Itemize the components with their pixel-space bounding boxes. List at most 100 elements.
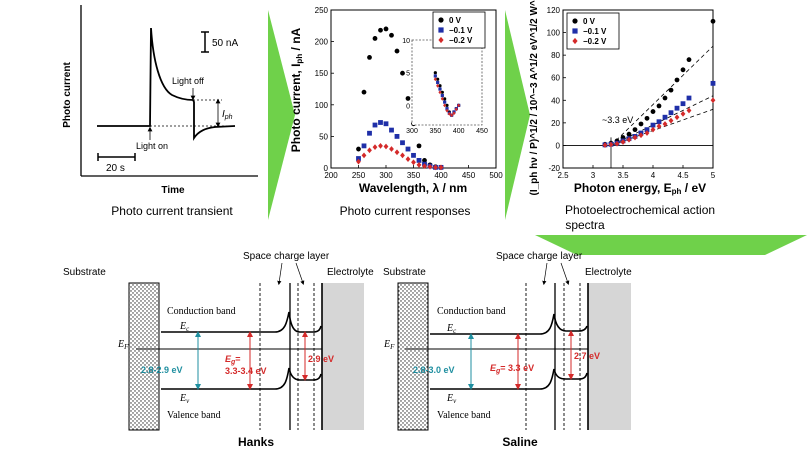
transient-panel: Photo current Time Iph 50 nA Light off L…: [62, 5, 258, 218]
response-point: [394, 149, 400, 156]
response-point: [405, 146, 411, 152]
ef-label: EF: [117, 339, 129, 351]
inset-point: [445, 103, 449, 107]
action-annotation: ~3.3 eV: [602, 115, 633, 125]
inset-point: [457, 103, 461, 108]
inset-point: [443, 103, 447, 108]
transient-curve: [97, 27, 236, 141]
action-point: [620, 139, 626, 145]
action-plot-frame: [562, 9, 714, 169]
substrate-label: Substrate: [63, 267, 106, 278]
action-point: [680, 110, 686, 117]
response-point: [405, 96, 411, 101]
y-tick-label: 150: [315, 69, 329, 78]
action-point: [710, 18, 716, 24]
legend-marker: [438, 17, 444, 23]
responses-xlabel: Wavelength, λ / nm: [359, 181, 467, 195]
ev-label: Ev: [179, 393, 190, 405]
action-point: [686, 95, 692, 101]
band-diagram-title: Hanks: [238, 435, 274, 449]
fit-line: [610, 45, 714, 146]
inset-point: [436, 77, 440, 81]
band-diagram-title: Saline: [502, 435, 538, 449]
response-point: [372, 36, 378, 41]
response-point: [361, 152, 367, 159]
action-point: [662, 95, 668, 101]
x-tick-label: 5: [711, 171, 716, 180]
y-tick-label: 40: [551, 96, 560, 105]
responses-ylabel: Photo current, Iph / nA: [289, 27, 304, 152]
gap-right-label: 2.9 eV: [308, 354, 334, 364]
time-scale-label: 20 s: [106, 163, 125, 174]
iph-label: Iph: [222, 109, 233, 121]
band-diagram-hanks: Substrate Space charge layer Electrolyte…: [63, 251, 374, 449]
action-point: [668, 87, 674, 93]
response-point: [372, 122, 378, 128]
x-tick-label: 450: [462, 171, 476, 180]
substrate-label: Substrate: [383, 267, 426, 278]
x-tick-label: 250: [352, 171, 366, 180]
inset-point: [440, 90, 444, 94]
inset-point: [440, 96, 444, 101]
x-tick-label: 500: [489, 171, 503, 180]
response-point: [383, 121, 389, 127]
inset-point: [445, 107, 449, 111]
inset-point: [436, 83, 440, 88]
response-point: [422, 158, 427, 163]
ev-label: Ev: [446, 393, 457, 405]
inset-y-tick-label: 5: [406, 71, 410, 78]
x-tick-label: 4.5: [677, 171, 689, 180]
response-point: [400, 152, 405, 159]
y-tick-label: -20: [548, 164, 560, 173]
responses-legend: 0 V−0.1 V−0.2 V: [432, 11, 486, 49]
action-point: [674, 77, 680, 83]
response-point: [378, 27, 383, 33]
conduction-band-label: Conduction band: [437, 306, 506, 317]
inset-point: [433, 74, 437, 78]
substrate-block: [128, 282, 160, 431]
action-point: [656, 119, 662, 125]
action-point: [644, 115, 650, 121]
legend-marker: [572, 37, 578, 45]
response-point: [383, 143, 389, 150]
response-point: [356, 146, 361, 152]
legend-marker: [438, 36, 444, 44]
action-point: [602, 142, 608, 148]
transient-caption: Photo current transient: [111, 204, 233, 218]
transient-ylabel: Photo current: [62, 62, 73, 128]
inset-point: [443, 100, 447, 104]
response-point: [367, 130, 372, 136]
inset-x-tick-label: 300: [406, 128, 418, 135]
conduction-band-label: Conduction band: [167, 306, 236, 317]
inset-y-tick-label: 10: [402, 38, 410, 45]
y-tick-label: 250: [315, 6, 329, 15]
current-scale-label: 50 nA: [212, 38, 238, 49]
light-on-label: Light on: [136, 141, 168, 151]
action-point: [614, 140, 620, 147]
action-caption-line1: Photoelectrochemical action: [565, 203, 715, 217]
space-charge-label: Space charge layer: [496, 251, 583, 262]
action-point: [632, 134, 638, 141]
inset-x-tick-label: 350: [429, 128, 441, 135]
inset-x-tick-label: 450: [476, 128, 488, 135]
eg-value-label: 3.3-3.4 eV: [225, 366, 267, 376]
action-point: [686, 57, 692, 63]
response-point: [372, 144, 378, 151]
action-point: [680, 101, 686, 107]
fit-line: [610, 95, 714, 146]
response-point: [438, 164, 444, 171]
ec-label: Ec: [179, 321, 190, 333]
scl-pointer-1: [277, 262, 283, 286]
y-tick-label: 100: [315, 101, 329, 110]
electrolyte-block: [322, 283, 364, 430]
action-caption-line2: spectra: [565, 218, 605, 232]
action-point: [608, 141, 614, 148]
x-tick-label: 3: [591, 171, 596, 180]
x-tick-label: 3.5: [617, 171, 629, 180]
action-point: [644, 130, 650, 136]
space-charge-label: Space charge layer: [243, 251, 330, 262]
light-off-label: Light off: [172, 76, 204, 86]
inset-point: [450, 113, 454, 118]
transient-xlabel: Time: [161, 185, 185, 196]
response-point: [389, 146, 394, 152]
